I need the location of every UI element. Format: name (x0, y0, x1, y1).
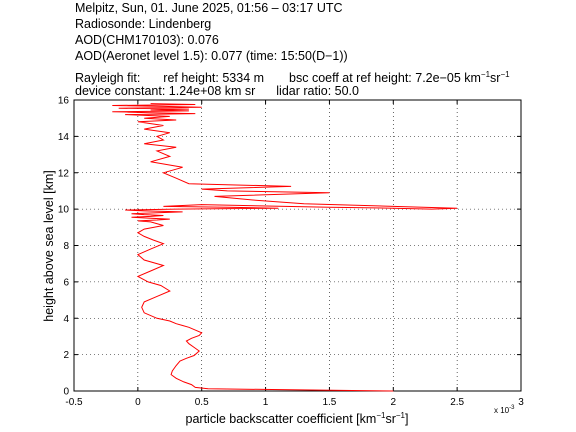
y-tick-label: 6 (63, 277, 69, 288)
x-tick-label: 0 (135, 397, 141, 408)
bsc-coeff-text: bsc coeff at ref height: 7.2e−05 km−1sr−… (289, 70, 510, 86)
title-radiosonde: Radiosonde: Lindenberg (75, 17, 212, 31)
y-tick-label: 8 (63, 241, 69, 252)
title-location-date: Melpitz, Sun, 01. June 2025, 01:56 – 03:… (75, 1, 343, 15)
y-tick-label: 10 (58, 205, 70, 216)
x-tick-label: 0.5 (195, 397, 209, 408)
y-tick-label: 2 (63, 350, 69, 361)
x-tick-label: 1.5 (322, 397, 336, 408)
backscatter-profile-line (112, 103, 458, 392)
y-axis-label: height above sea level [km] (42, 170, 56, 321)
x-axis-label: particle backscatter coefficient [km−1sr… (186, 411, 409, 426)
x-tick-label: 3 (518, 397, 524, 408)
x-tick-label: -0.5 (65, 397, 83, 408)
device-constant-text: device constant: 1.24e+08 km sr (75, 84, 256, 98)
x-tick-label: 2.5 (450, 397, 464, 408)
title-rayleigh-line: Rayleigh fit: ref height: 5334 m bsc coe… (75, 67, 510, 86)
y-tick-label: 0 (63, 387, 69, 398)
y-tick-label: 4 (63, 314, 69, 325)
y-tick-labels: 0 2 4 6 8 10 12 14 16 (58, 96, 70, 398)
axis-ticks (73, 99, 522, 392)
y-tick-label: 16 (58, 96, 70, 107)
title-aod-chm: AOD(CHM170103): 0.076 (75, 33, 219, 47)
title-device-line: device constant: 1.24e+08 km sr lidar ra… (75, 83, 359, 99)
lidar-ratio-text: lidar ratio: 50.0 (276, 84, 359, 98)
y-tick-label: 14 (58, 132, 70, 143)
x-exponent-label: x 10-3 (494, 405, 515, 415)
rayleigh-fit-label: Rayleigh fit: (75, 71, 141, 86)
x-tick-label: 2 (391, 397, 397, 408)
x-tick-labels: -0.5 0 0.5 1 1.5 2 2.5 3 (65, 397, 524, 408)
y-tick-label: 12 (58, 168, 70, 179)
x-tick-label: 1 (263, 397, 269, 408)
grid-lines (74, 100, 521, 391)
ref-height-text: ref height: 5334 m (163, 71, 265, 86)
title-aod-aeronet: AOD(Aeronet level 1.5): 0.077 (time: 15:… (75, 49, 348, 63)
plot-frame (73, 99, 522, 392)
